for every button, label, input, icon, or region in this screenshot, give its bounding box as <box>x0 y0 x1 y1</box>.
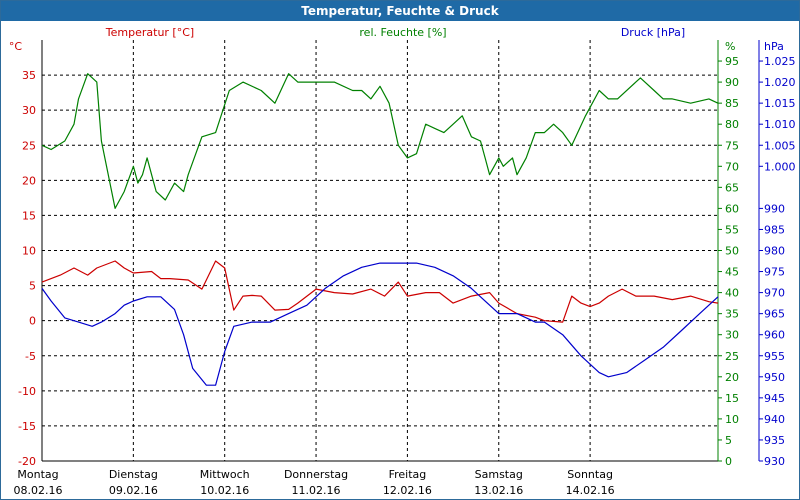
pressure-tick-label: 940 <box>764 413 785 426</box>
axis-lines <box>41 40 760 462</box>
x-tick-date-label: 14.02.16 <box>566 484 615 497</box>
humidity-tick-label: 0 <box>725 455 732 468</box>
x-tick-day-label: Montag <box>17 468 58 481</box>
humidity-tick-label: 40 <box>725 287 739 300</box>
pressure-tick-labels: 1.025 1.020 1.015 1.010 1.005 1.000 990 985 980 9… <box>759 55 796 468</box>
pressure-tick-label: 1.005 <box>764 139 796 152</box>
x-tick-day-label: Samstag <box>475 468 523 481</box>
temperature-tick-label: 35 <box>22 69 36 82</box>
humidity-tick-label: 15 <box>725 392 739 405</box>
pressure-tick-label: 950 <box>764 371 785 384</box>
pressure-axis-label: Druck [hPa] <box>621 26 685 39</box>
pressure-tick-label: 970 <box>764 287 785 300</box>
temperature-series-line <box>41 260 719 323</box>
pressure-tick-label: 1.025 <box>764 55 796 68</box>
temperature-tick-label: 20 <box>22 174 36 187</box>
pressure-tick-label: 1.010 <box>764 118 796 131</box>
pressure-tick-label: 930 <box>764 455 785 468</box>
humidity-tick-label: 75 <box>725 139 739 152</box>
temperature-tick-label: -5 <box>25 350 36 363</box>
humidity-tick-label: 55 <box>725 223 739 236</box>
humidity-tick-label: 95 <box>725 55 739 68</box>
humidity-tick-label: 45 <box>725 266 739 279</box>
temperature-tick-label: 15 <box>22 209 36 222</box>
series-lines <box>41 73 719 386</box>
pressure-tick-label: 980 <box>764 245 785 258</box>
pressure-series-line <box>41 262 719 386</box>
temperature-tick-label: 0 <box>29 315 36 328</box>
x-tick-date-label: 09.02.16 <box>109 484 158 497</box>
x-tick-date-label: 12.02.16 <box>383 484 432 497</box>
humidity-tick-label: 20 <box>725 371 739 384</box>
pressure-tick-label: 975 <box>764 266 785 279</box>
pressure-tick-label: 955 <box>764 350 785 363</box>
humidity-tick-label: 70 <box>725 160 739 173</box>
chart-title: Temperatur, Feuchte & Druck <box>1 1 799 21</box>
humidity-unit-label: % <box>725 40 735 53</box>
pressure-tick-label: 1.000 <box>764 160 796 173</box>
grid-lines <box>42 40 718 461</box>
humidity-tick-label: 85 <box>725 97 739 110</box>
humidity-tick-label: 5 <box>725 434 732 447</box>
x-tick-day-label: Donnerstag <box>284 468 348 481</box>
humidity-tick-label: 25 <box>725 350 739 363</box>
temperature-tick-labels: 35 30 25 20 15 10 5 0 -5 -10 -15 -20 <box>18 69 36 468</box>
humidity-tick-label: 60 <box>725 202 739 215</box>
humidity-tick-label: 90 <box>725 76 739 89</box>
temperature-tick-label: 5 <box>29 280 36 293</box>
temperature-axis-label: Temperatur [°C] <box>105 26 194 39</box>
humidity-tick-label: 50 <box>725 245 739 258</box>
pressure-tick-label: 935 <box>764 434 785 447</box>
x-tick-date-label: 13.02.16 <box>474 484 523 497</box>
humidity-tick-label: 65 <box>725 181 739 194</box>
humidity-tick-label: 35 <box>725 308 739 321</box>
pressure-tick-label: 985 <box>764 223 785 236</box>
humidity-tick-label: 10 <box>725 413 739 426</box>
temperature-unit-label: °C <box>9 40 23 53</box>
pressure-tick-label: 990 <box>764 202 785 215</box>
temperature-tick-label: 25 <box>22 139 36 152</box>
pressure-unit-label: hPa <box>764 40 784 53</box>
x-tick-date-label: 10.02.16 <box>200 484 249 497</box>
humidity-tick-label: 30 <box>725 329 739 342</box>
pressure-tick-label: 1.015 <box>764 97 796 110</box>
pressure-tick-label: 945 <box>764 392 785 405</box>
x-tick-day-label: Freitag <box>389 468 427 481</box>
temperature-tick-label: -15 <box>18 420 36 433</box>
pressure-tick-label: 1.020 <box>764 76 796 89</box>
pressure-tick-label: 965 <box>764 308 785 321</box>
x-axis-tick-labels: Montag 08.02.16 Dienstag 09.02.16 Mittwoch 10… <box>14 468 615 497</box>
temperature-tick-label: -10 <box>18 385 36 398</box>
humidity-tick-label: 80 <box>725 118 739 131</box>
pressure-tick-label: 960 <box>764 329 785 342</box>
x-tick-date-label: 08.02.16 <box>14 484 63 497</box>
x-tick-date-label: 11.02.16 <box>292 484 341 497</box>
x-tick-day-label: Sonntag <box>567 468 613 481</box>
temperature-tick-label: 30 <box>22 104 36 117</box>
humidity-series-line <box>41 73 719 209</box>
x-tick-day-label: Dienstag <box>109 468 158 481</box>
humidity-axis-label: rel. Feuchte [%] <box>359 26 446 39</box>
x-tick-day-label: Mittwoch <box>200 468 250 481</box>
temperature-tick-label: 10 <box>22 245 36 258</box>
temperature-tick-label: -20 <box>18 455 36 468</box>
